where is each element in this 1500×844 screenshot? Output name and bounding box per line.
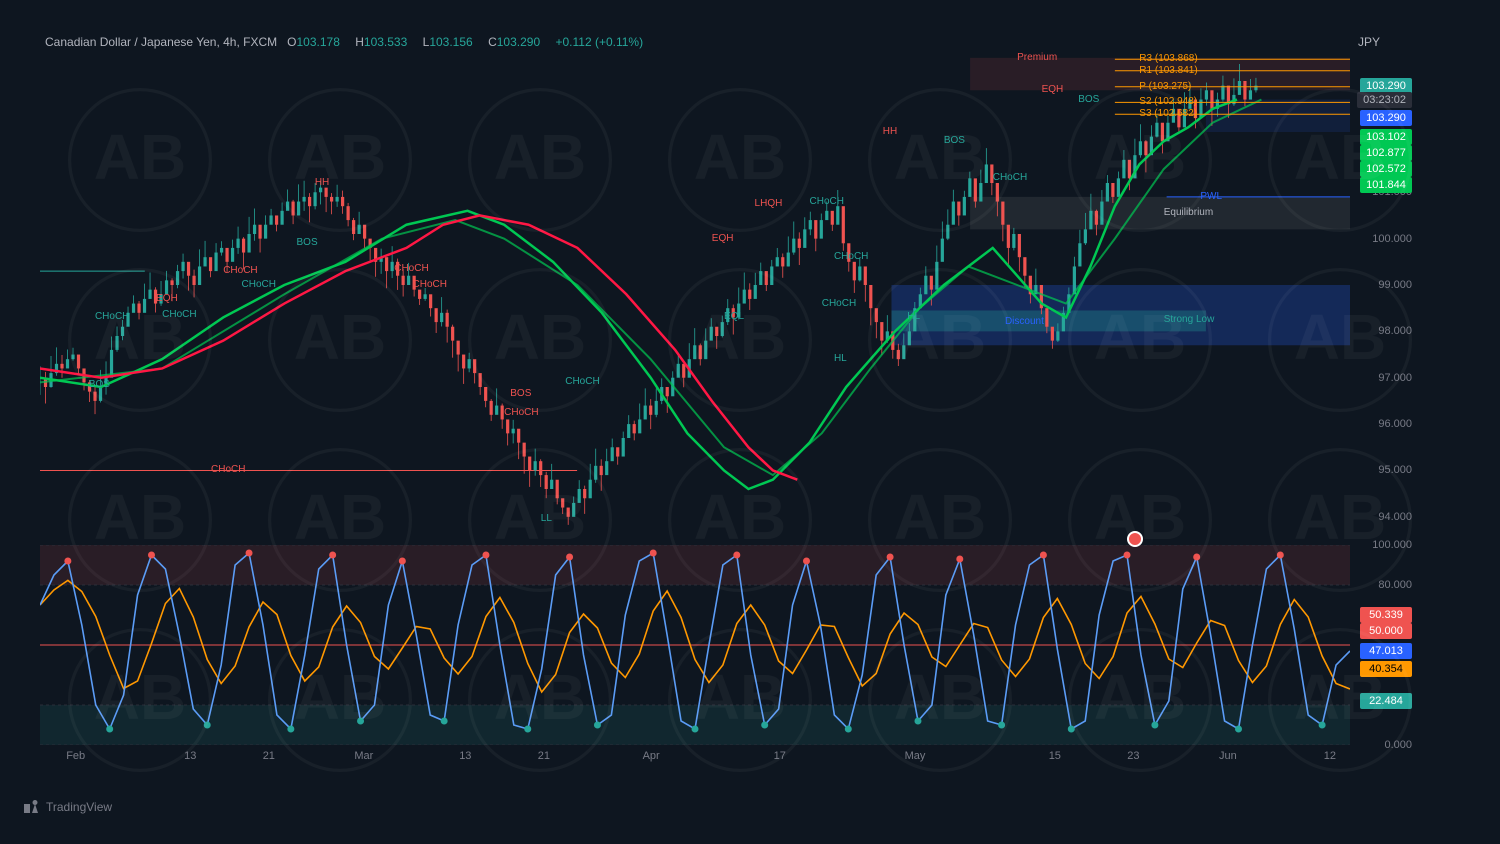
close-value: 103.290 bbox=[497, 35, 540, 49]
smc-label: CHoCH bbox=[834, 251, 868, 262]
svg-text:AB: AB bbox=[94, 661, 186, 733]
smc-label: BOS bbox=[89, 379, 110, 390]
smc-label: EQH bbox=[156, 293, 178, 304]
svg-text:AB: AB bbox=[694, 661, 786, 733]
smc-label: BOS bbox=[944, 135, 965, 146]
tradingview-logo[interactable]: TradingView bbox=[24, 800, 112, 814]
smc-label: CHoCH bbox=[211, 464, 245, 475]
record-icon[interactable] bbox=[1127, 531, 1143, 547]
time-tick: Apr bbox=[643, 750, 660, 762]
svg-text:AB: AB bbox=[894, 661, 986, 733]
tv-icon bbox=[24, 800, 40, 814]
smc-label: HL bbox=[834, 353, 847, 364]
svg-text:AB: AB bbox=[494, 301, 586, 373]
smc-label: HH bbox=[315, 177, 329, 188]
smc-label: HH bbox=[883, 126, 897, 137]
smc-label: HL bbox=[907, 311, 920, 322]
open-value: 103.178 bbox=[297, 35, 340, 49]
svg-text:AB: AB bbox=[1294, 481, 1386, 553]
ohlc-readout: O103.178 H103.533 L103.156 C103.290 +0.1… bbox=[287, 35, 649, 49]
smc-label: EQL bbox=[724, 311, 744, 322]
smc-label: CHoCH bbox=[993, 172, 1027, 183]
smc-label: LHQH bbox=[755, 198, 783, 209]
smc-label: Premium bbox=[1017, 52, 1057, 63]
svg-text:AB: AB bbox=[294, 301, 386, 373]
pivot-label: R3 (103.868) bbox=[1139, 53, 1197, 64]
svg-text:AB: AB bbox=[494, 661, 586, 733]
symbol-label[interactable]: Canadian Dollar / Japanese Yen, 4h, FXCM bbox=[45, 35, 277, 49]
smc-label: BOS bbox=[1078, 94, 1099, 105]
smc-label: CHoCH bbox=[504, 407, 538, 418]
pivot-label: S3 (102.682) bbox=[1139, 108, 1197, 119]
svg-text:AB: AB bbox=[694, 121, 786, 193]
smc-label: CHoCH bbox=[810, 196, 844, 207]
svg-text:AB: AB bbox=[1094, 661, 1186, 733]
pivot-label: R1 (103.841) bbox=[1139, 65, 1197, 76]
smc-label: CHoCH bbox=[95, 311, 129, 322]
svg-text:AB: AB bbox=[1294, 661, 1386, 733]
smc-label: CHoCH bbox=[822, 298, 856, 309]
smc-label: CHoCH bbox=[242, 279, 276, 290]
smc-label: CHoCH bbox=[394, 263, 428, 274]
svg-text:AB: AB bbox=[694, 481, 786, 553]
time-tick: Jun bbox=[1219, 750, 1237, 762]
smc-label: Strong Low bbox=[1164, 314, 1215, 325]
pivot-label: P (103.275) bbox=[1139, 81, 1191, 92]
svg-text:AB: AB bbox=[294, 661, 386, 733]
svg-text:AB: AB bbox=[94, 481, 186, 553]
smc-label: Discount bbox=[1005, 316, 1044, 327]
smc-label: PWL bbox=[1200, 191, 1222, 202]
smc-label: EQH bbox=[1042, 84, 1064, 95]
smc-label: EQH bbox=[712, 233, 734, 244]
smc-label: CHoCH bbox=[162, 309, 196, 320]
svg-text:AB: AB bbox=[94, 121, 186, 193]
svg-text:AB: AB bbox=[1294, 301, 1386, 373]
svg-text:AB: AB bbox=[1094, 301, 1186, 373]
smc-label: LL bbox=[541, 513, 552, 524]
smc-label: BOS bbox=[297, 237, 318, 248]
svg-text:AB: AB bbox=[1294, 121, 1386, 193]
smc-label: CHoCH bbox=[565, 376, 599, 387]
smc-label: CHoCH bbox=[223, 265, 257, 276]
pivot-label: S2 (102.948) bbox=[1139, 96, 1197, 107]
svg-text:AB: AB bbox=[894, 121, 986, 193]
change-value: +0.112 (+0.11%) bbox=[555, 35, 643, 49]
chart-header: Canadian Dollar / Japanese Yen, 4h, FXCM… bbox=[45, 35, 649, 49]
svg-text:AB: AB bbox=[894, 481, 986, 553]
low-value: 103.156 bbox=[429, 35, 472, 49]
smc-label: Equilibrium bbox=[1164, 207, 1213, 218]
svg-text:AB: AB bbox=[294, 481, 386, 553]
high-value: 103.533 bbox=[364, 35, 407, 49]
svg-text:AB: AB bbox=[494, 121, 586, 193]
svg-text:AB: AB bbox=[1094, 121, 1186, 193]
brand-label: TradingView bbox=[46, 800, 112, 814]
smc-label: CHoCH bbox=[413, 279, 447, 290]
smc-label: BOS bbox=[510, 388, 531, 399]
currency-label: JPY bbox=[1358, 35, 1380, 49]
svg-text:AB: AB bbox=[294, 121, 386, 193]
